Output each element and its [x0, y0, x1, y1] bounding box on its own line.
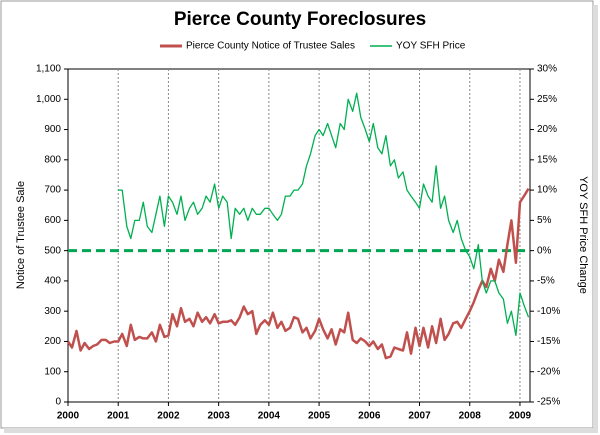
- frame-shadow: [4, 428, 596, 433]
- series-line: [118, 92, 530, 337]
- y2-tick-label: -25%: [537, 397, 560, 408]
- y2-tick-label: 5%: [537, 215, 552, 226]
- chart-title: Pierce County Foreclosures: [174, 9, 426, 30]
- y-tick-label: 800: [44, 154, 61, 165]
- x-tick-label: 2004: [258, 411, 281, 422]
- y-axis-label: Notice of Trustee Sale: [15, 181, 27, 289]
- frame-shadow: [593, 5, 598, 433]
- y-tick-label: 0: [55, 397, 61, 408]
- y-tick-label: 900: [44, 124, 61, 135]
- y2-tick-label: 10%: [537, 185, 557, 196]
- y2-tick-label: 20%: [537, 124, 557, 135]
- y2-tick-label: -10%: [537, 306, 560, 317]
- y-tick-label: 500: [44, 245, 61, 256]
- x-tick-label: 2006: [358, 411, 381, 422]
- legend-label: YOY SFH Price: [396, 41, 466, 52]
- legend-label: Pierce County Notice of Trustee Sales: [186, 41, 355, 52]
- y2-tick-label: 15%: [537, 154, 557, 165]
- y2-tick-label: 0%: [537, 245, 552, 256]
- x-tick-label: 2000: [57, 411, 80, 422]
- y-tick-label: 300: [44, 306, 61, 317]
- x-tick-label: 2009: [509, 411, 532, 422]
- x-tick-label: 2007: [408, 411, 431, 422]
- series-line: [66, 187, 530, 360]
- y-tick-label: 1,100: [36, 64, 61, 75]
- x-tick-label: 2003: [208, 411, 231, 422]
- plot-area: [67, 68, 531, 403]
- y-tick-label: 100: [44, 366, 61, 377]
- x-tick-label: 2001: [107, 411, 130, 422]
- x-tick-label: 2005: [308, 411, 331, 422]
- y-tick-label: 1,000: [36, 94, 61, 105]
- y2-tick-label: 25%: [537, 94, 557, 105]
- y2-tick-label: -15%: [537, 336, 560, 347]
- y-tick-label: 200: [44, 336, 61, 347]
- y-tick-label: 700: [44, 185, 61, 196]
- y2-tick-label: 30%: [537, 64, 557, 75]
- y-tick-label: 600: [44, 215, 61, 226]
- y2-tick-label: -5%: [537, 276, 555, 287]
- y2-tick-label: -20%: [537, 366, 560, 377]
- x-tick-label: 2002: [157, 411, 180, 422]
- y2-axis-label: YOY SFH Price Change: [577, 176, 589, 294]
- x-tick-label: 2008: [459, 411, 482, 422]
- y-tick-label: 400: [44, 276, 61, 287]
